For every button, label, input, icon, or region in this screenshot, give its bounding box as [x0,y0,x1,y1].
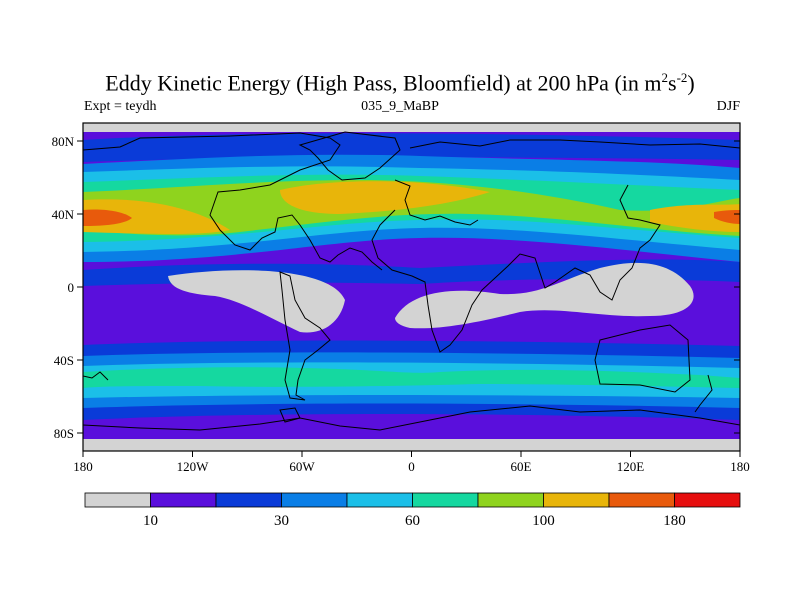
colorbar-labels: 10 30 60 100 180 [143,513,686,529]
field-low-eke-pacific [168,270,345,333]
coast-greenland [298,131,401,181]
field-bottom-band [83,439,740,451]
eke-field [83,123,740,451]
field-south-jet-green [83,367,740,388]
lon-label: 60W [289,459,315,474]
lon-label: 0 [408,459,415,474]
run-id-label: 035_9_MaBP [361,99,439,114]
colorbar-box [281,492,348,508]
lon-label: 120W [177,459,210,474]
lon-ticks [82,451,741,457]
colorbar-box [150,492,217,508]
colorbar-label: 180 [663,513,686,529]
coast-africa-asia [371,184,661,353]
colorbar-box [543,492,610,508]
colorbar-box [412,492,479,508]
season-label: DJF [716,99,740,114]
colorbar-box [215,492,282,508]
field-npacific-jet-orange-e [650,204,740,232]
lon-label: 180 [73,459,93,474]
lat-label: 40N [52,207,75,222]
colorbar-box [84,492,151,508]
coast-americas-north [83,132,383,271]
coastlines [83,131,740,431]
coast-south-georgia [279,407,301,423]
colorbar-label: 30 [274,513,289,529]
lat-label: 0 [68,280,75,295]
lon-label: 120E [617,459,645,474]
lat-label: 80S [54,426,74,441]
field-jet-max-w [83,209,132,226]
colorbar-label: 10 [143,513,158,529]
coast-australia [594,324,691,393]
field-npacific-jet-orange-w [83,199,230,234]
coast-new-zealand [694,374,713,413]
lat-labels: 80N 40N 0 40S 80S [52,134,75,441]
lat-label: 40S [54,353,74,368]
colorbar-label: 100 [532,513,555,529]
colorbar-box [346,492,413,508]
colorbar-box [608,492,675,508]
lon-label: 180 [730,459,750,474]
colorbar-label: 60 [405,513,420,529]
coast-south-america [279,271,331,401]
coast-europe [394,179,479,226]
colorbar [84,492,741,508]
lon-label: 60E [511,459,532,474]
field-top-band [83,123,740,132]
field-jet-max-e [714,210,740,224]
lat-ticks [77,140,740,434]
coast-antarctica [83,405,740,431]
lat-label: 80N [52,134,75,149]
experiment-label: Expt = teydh [84,99,157,114]
colorbar-box [674,492,741,508]
colorbar-box [477,492,544,508]
field-natlantic-jet-orange [280,181,490,214]
lon-labels: 180 120W 60W 0 60E 120E 180 [73,459,750,474]
coast-eurasia-north [409,139,740,149]
plot-title: Eddy Kinetic Energy (High Pass, Bloomfie… [105,70,695,96]
coast-small-islands [83,371,109,381]
